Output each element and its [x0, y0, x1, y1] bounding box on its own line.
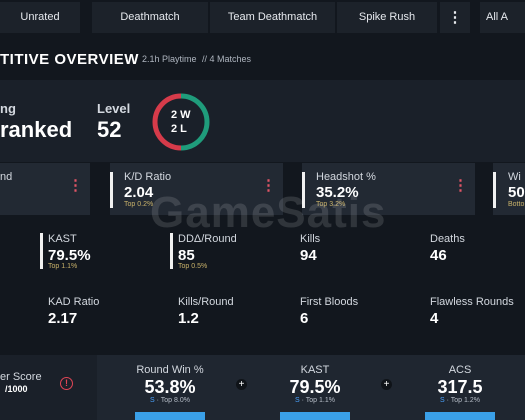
- rank-panel: [0, 80, 525, 162]
- all-button[interactable]: All A: [480, 2, 525, 33]
- stat-value: 35.2%: [316, 184, 359, 201]
- stat-value: 46: [430, 247, 447, 264]
- stat-label: Headshot %: [316, 171, 376, 183]
- more-button[interactable]: ⋮: [440, 2, 470, 33]
- stat-value: 50: [508, 184, 525, 201]
- matches: // 4 Matches: [202, 54, 252, 64]
- stat-card: [110, 163, 283, 215]
- stat-label: DDΔ/Round: [178, 233, 237, 245]
- grade: S: [150, 397, 155, 404]
- stat-value: 317.5: [437, 377, 483, 397]
- accent-bar: [170, 233, 173, 269]
- stat-value: 4: [430, 310, 439, 327]
- grade: S: [295, 397, 300, 404]
- stat-label: nd: [0, 171, 13, 183]
- stat-label: Round Win %: [136, 364, 204, 376]
- accent-strip: [280, 412, 350, 420]
- menu-dots[interactable]: ⋮: [261, 177, 276, 194]
- stat-label: Kills/Round: [178, 296, 234, 308]
- rank-label: ng: [0, 101, 16, 116]
- watermark: GameSatis: [150, 188, 387, 237]
- rank: · Top 1.2%: [446, 397, 480, 404]
- accent-bar: [302, 172, 305, 208]
- stat-value: 94: [300, 247, 317, 264]
- rank-value: ranked: [0, 117, 73, 142]
- record-ring: [152, 93, 210, 151]
- tab[interactable]: Team Deathmatch: [210, 2, 335, 33]
- stat-value: 53.8%: [144, 377, 196, 397]
- stat-card: [493, 163, 525, 215]
- plus-icon[interactable]: +: [236, 379, 247, 390]
- stat-rank: Top 0.5%: [178, 263, 208, 270]
- stat-value: 6: [300, 310, 309, 327]
- playtime: 2.1h Playtime: [142, 54, 197, 64]
- stat-rank: S · Top 1.1%: [255, 397, 375, 404]
- stat-rank: Top 3.2%: [316, 201, 346, 208]
- stat-label: First Bloods: [300, 296, 359, 308]
- stat-rank: S · Top 1.2%: [400, 397, 520, 404]
- accent-strip: [135, 412, 205, 420]
- stat-label: KAST: [48, 233, 77, 245]
- stat-rank: S · Top 8.0%: [110, 397, 230, 404]
- info-icon[interactable]: !: [60, 377, 73, 390]
- menu-dots[interactable]: ⋮: [453, 177, 468, 194]
- menu-dots[interactable]: ⋮: [68, 177, 83, 194]
- section-title: TITIVE OVERVIEW: [0, 51, 139, 68]
- grade: S: [440, 397, 445, 404]
- accent-strip: [425, 412, 495, 420]
- stat-value: 1.2: [178, 310, 199, 327]
- tab[interactable]: Deathmatch: [92, 2, 208, 33]
- score-value: /1000: [5, 384, 28, 394]
- stat-label: K/D Ratio: [124, 171, 172, 183]
- stat-value: 85: [178, 247, 195, 264]
- stat-label: KAST: [300, 364, 330, 376]
- stat-label: ACS: [448, 364, 472, 376]
- stat-label: Kills: [300, 233, 321, 245]
- stat-card: [0, 163, 90, 215]
- accent-bar: [493, 172, 496, 208]
- stat-value: 79.5%: [48, 247, 91, 264]
- tab[interactable]: Unrated: [0, 2, 80, 33]
- level-label: Level: [97, 101, 131, 116]
- accent-bar: [40, 233, 43, 269]
- bottom-panel: [97, 355, 525, 420]
- stat-label: KAD Ratio: [48, 296, 100, 308]
- plus-icon[interactable]: +: [381, 379, 392, 390]
- tab[interactable]: Spike Rush: [337, 2, 437, 33]
- stat-label: Flawless Rounds: [430, 296, 514, 308]
- stat-label: Wi: [508, 171, 521, 183]
- rank: · Top 1.1%: [301, 397, 335, 404]
- wins: 2 W: [171, 109, 191, 121]
- stat-value: 2.17: [48, 310, 78, 327]
- stat-rank: Botto: [508, 201, 525, 208]
- accent-bar: [110, 172, 113, 208]
- stat-label: Deaths: [430, 233, 465, 245]
- score-panel: [0, 355, 97, 420]
- level-value: 52: [97, 117, 122, 142]
- rank: · Top 8.0%: [156, 397, 190, 404]
- stat-value: 79.5%: [289, 377, 341, 397]
- score-label: er Score: [0, 371, 42, 383]
- stat-value: 2.04: [124, 184, 154, 201]
- stat-card: [302, 163, 475, 215]
- stat-rank: Top 1.1%: [48, 263, 78, 270]
- stat-rank: Top 0.2%: [124, 201, 154, 208]
- losses: 2 L: [171, 123, 187, 135]
